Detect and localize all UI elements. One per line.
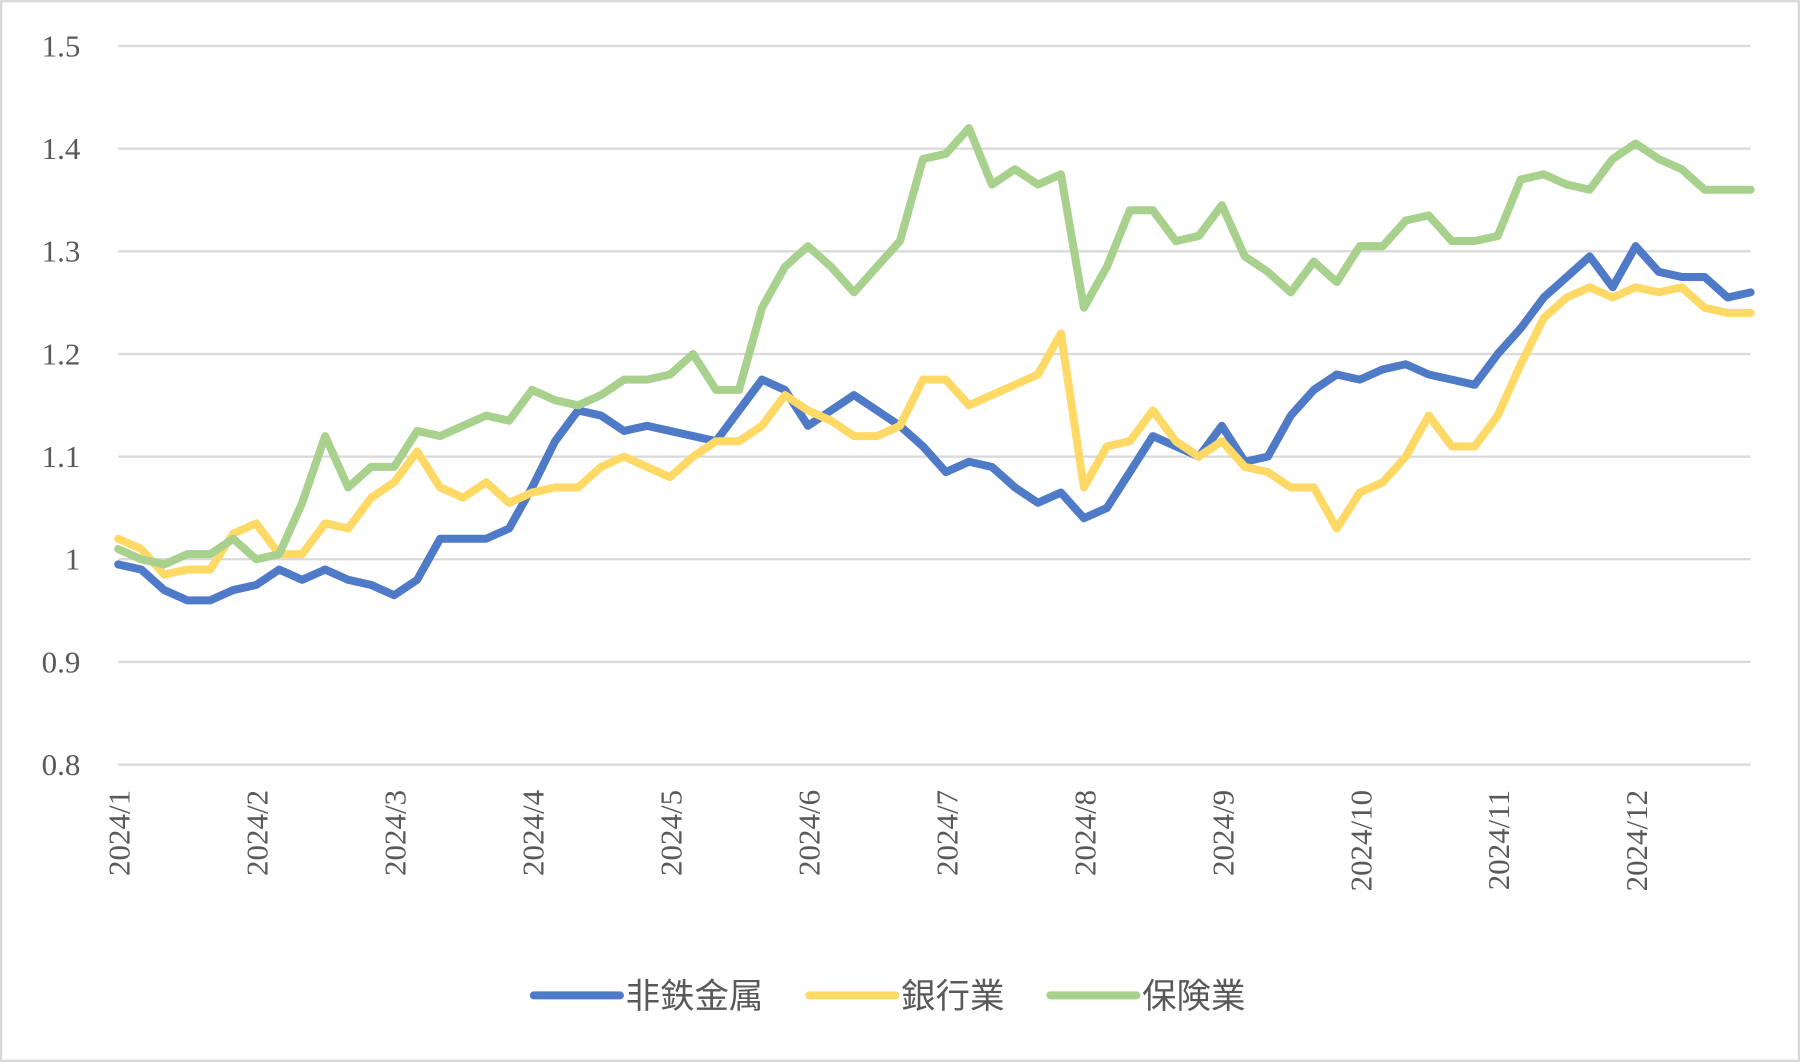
y-tick-label: 0.8 [42, 747, 81, 782]
x-tick-label: 2024/12 [1619, 790, 1654, 892]
y-tick-label: 1 [65, 542, 80, 577]
y-tick-label: 1.3 [42, 234, 81, 269]
legend-label: 保険業 [1142, 977, 1245, 1017]
y-tick-label: 1.5 [42, 28, 81, 63]
y-tick-label: 1.4 [42, 131, 81, 166]
y-tick-label: 1.2 [42, 336, 81, 371]
x-tick-label: 2024/10 [1343, 790, 1378, 892]
legend-label: 非鉄金属 [626, 977, 764, 1017]
x-tick-label: 2024/4 [516, 789, 551, 876]
x-tick-label: 2024/2 [240, 790, 275, 876]
x-tick-label: 2024/9 [1205, 790, 1240, 876]
series-line [114, 283, 1755, 579]
x-tick-label: 2024/7 [929, 790, 964, 876]
legend: 非鉄金属 銀行業 保険業 [529, 977, 1245, 1017]
x-tick-label: 2024/3 [378, 790, 413, 876]
x-tick-label: 2024/5 [654, 790, 689, 876]
x-tick-label: 2024/6 [791, 790, 826, 876]
series-line [114, 242, 1755, 605]
x-tick-label: 2024/11 [1481, 790, 1516, 890]
y-tick-label: 1.1 [42, 439, 81, 474]
legend-label: 銀行業 [901, 977, 1004, 1017]
x-tick-label: 2024/1 [102, 790, 137, 876]
x-tick-label: 2024/8 [1067, 790, 1102, 876]
series-line [114, 124, 1755, 569]
y-tick-label: 0.9 [42, 644, 81, 679]
